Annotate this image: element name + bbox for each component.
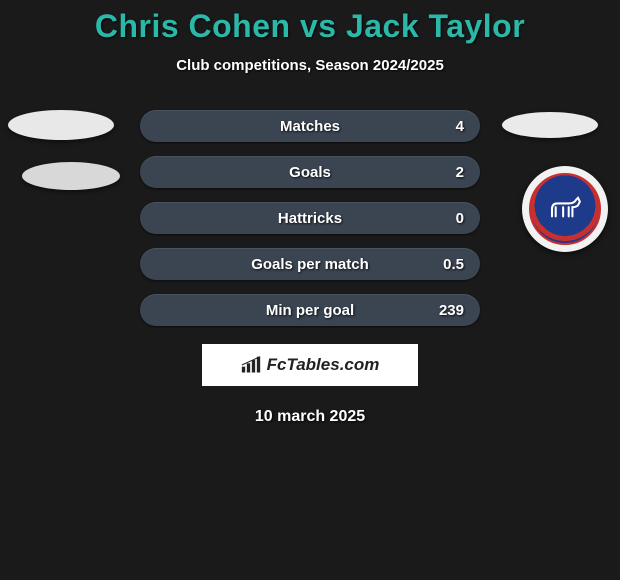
player2-club-badge — [522, 166, 608, 252]
stat-row: Matches 4 — [140, 110, 480, 142]
stat-bar-matches: Matches 4 — [140, 110, 480, 142]
bar-chart-icon — [241, 356, 261, 374]
stats-area: Matches 4 Goals 2 Hattricks 0 Goals per … — [0, 110, 620, 426]
brand-badge: FcTables.com — [202, 344, 418, 386]
stat-value: 0.5 — [443, 256, 464, 273]
stat-row: Min per goal 239 — [140, 294, 480, 326]
comparison-container: Chris Cohen vs Jack Taylor Club competit… — [0, 0, 620, 426]
stat-label: Goals per match — [140, 256, 480, 273]
stat-label: Hattricks — [140, 210, 480, 227]
stat-bar-goals: Goals 2 — [140, 156, 480, 188]
page-title: Chris Cohen vs Jack Taylor — [0, 8, 620, 45]
stat-row: Goals 2 — [140, 156, 480, 188]
player2-avatar-placeholder — [502, 112, 598, 138]
subtitle: Club competitions, Season 2024/2025 — [0, 57, 620, 74]
stat-label: Min per goal — [140, 302, 480, 319]
stat-row: Goals per match 0.5 — [140, 248, 480, 280]
stat-value: 2 — [456, 164, 464, 181]
stat-value: 4 — [456, 118, 464, 135]
ipswich-town-badge-icon — [529, 173, 601, 245]
brand-text: FcTables.com — [267, 355, 380, 375]
stat-label: Matches — [140, 118, 480, 135]
stat-row: Hattricks 0 — [140, 202, 480, 234]
horse-icon — [546, 196, 584, 222]
stat-bar-goals-per-match: Goals per match 0.5 — [140, 248, 480, 280]
player1-club-placeholder — [22, 162, 120, 190]
stat-label: Goals — [140, 164, 480, 181]
player1-avatar-placeholder — [8, 110, 114, 140]
snapshot-date: 10 march 2025 — [0, 408, 620, 426]
stat-bar-hattricks: Hattricks 0 — [140, 202, 480, 234]
stat-bar-min-per-goal: Min per goal 239 — [140, 294, 480, 326]
stat-value: 239 — [439, 302, 464, 319]
stat-value: 0 — [456, 210, 464, 227]
